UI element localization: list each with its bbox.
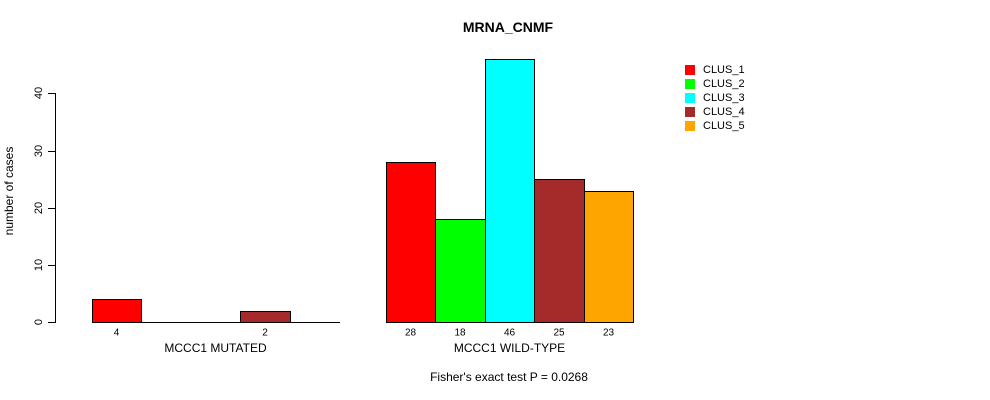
y-tick [48, 265, 55, 266]
stat-annotation: Fisher's exact test P = 0.0268 [430, 370, 588, 384]
y-tick-label: 40 [33, 86, 45, 100]
bar-value-label: 25 [553, 327, 565, 339]
legend-item: CLUS_1 [685, 63, 745, 77]
bar-clus_2 [435, 219, 486, 323]
bar-value-label: 4 [113, 327, 120, 339]
chart-title: MRNA_CNMF [462, 19, 554, 35]
legend-item: CLUS_5 [685, 119, 745, 133]
y-tick [48, 322, 55, 323]
legend-item: CLUS_2 [685, 77, 745, 91]
x-group-label: MCCC1 WILD-TYPE [453, 341, 566, 355]
legend-label: CLUS_3 [703, 92, 745, 104]
legend-swatch-icon [685, 121, 695, 131]
bar-value-label: 23 [602, 327, 615, 339]
y-tick [48, 208, 55, 209]
bar-clus_4 [240, 311, 291, 323]
legend-item: CLUS_4 [685, 105, 745, 119]
legend-item: CLUS_3 [685, 91, 745, 105]
legend: CLUS_1 CLUS_2 CLUS_3 CLUS_4 CLUS_5 [685, 63, 745, 133]
legend-swatch-icon [685, 65, 695, 75]
y-tick-label: 0 [33, 318, 45, 326]
legend-label: CLUS_1 [703, 64, 745, 76]
legend-swatch-icon [685, 79, 695, 89]
legend-label: CLUS_4 [703, 106, 745, 118]
bar-clus_3 [485, 59, 535, 323]
y-tick [48, 93, 55, 94]
bar-clus_1 [92, 299, 142, 323]
bar-value-label: 2 [262, 327, 268, 339]
y-tick [48, 151, 55, 152]
x-group-label: MCCC1 MUTATED [164, 341, 267, 355]
legend-label: CLUS_2 [703, 78, 745, 90]
bar-value-label: 46 [503, 327, 516, 339]
bar-clus_1 [386, 162, 436, 323]
legend-swatch-icon [685, 107, 695, 117]
y-axis-label: number of cases [2, 146, 16, 236]
bar-value-label: 18 [454, 327, 466, 339]
legend-swatch-icon [685, 93, 695, 103]
y-tick-label: 20 [33, 201, 45, 215]
legend-label: CLUS_5 [703, 120, 745, 132]
y-tick-label: 10 [33, 258, 45, 272]
y-tick-label: 30 [33, 144, 45, 158]
x-baseline [92, 322, 340, 323]
bar-clus_5 [584, 191, 634, 323]
bar-clus_4 [534, 179, 585, 323]
y-axis-line [55, 93, 56, 323]
bar-value-label: 28 [404, 327, 417, 339]
